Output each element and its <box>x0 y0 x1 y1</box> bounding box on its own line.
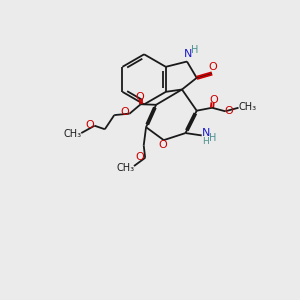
Text: CH₃: CH₃ <box>239 102 257 112</box>
Text: O: O <box>159 140 167 150</box>
Text: N: N <box>202 128 210 138</box>
Text: N: N <box>184 49 192 58</box>
Text: H: H <box>202 137 209 146</box>
Text: O: O <box>136 152 144 162</box>
Text: O: O <box>136 92 145 102</box>
Text: O: O <box>85 119 94 130</box>
Text: H: H <box>191 45 198 55</box>
Text: CH₃: CH₃ <box>63 129 82 139</box>
Text: O: O <box>209 62 218 72</box>
Text: O: O <box>224 106 233 116</box>
Text: CH₃: CH₃ <box>116 164 134 173</box>
Text: O: O <box>209 95 218 105</box>
Text: H: H <box>208 133 216 143</box>
Text: O: O <box>121 107 129 118</box>
